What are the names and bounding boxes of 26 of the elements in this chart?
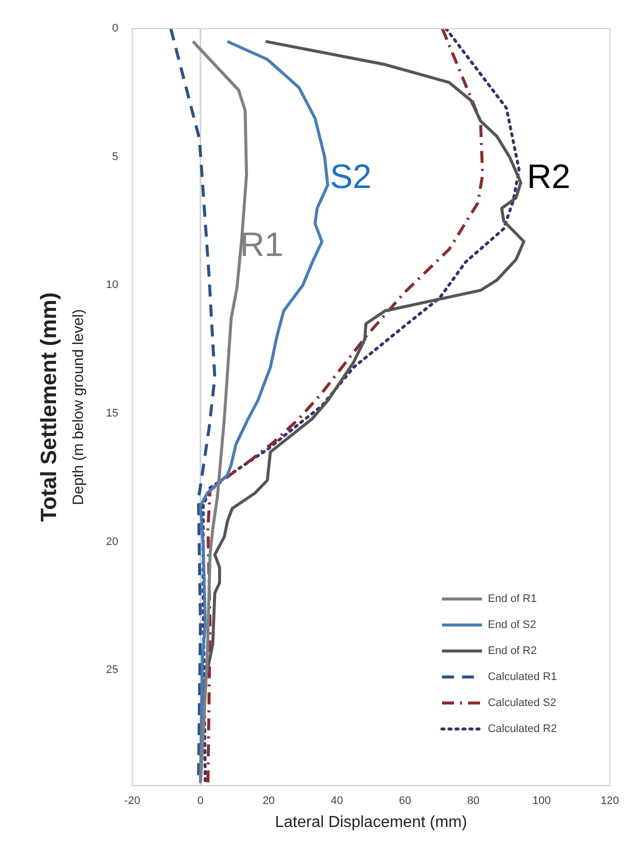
y-tick-label: 20	[106, 536, 118, 548]
legend-label: Calculated S2	[488, 696, 556, 709]
x-tick-label: 100	[532, 795, 551, 808]
x-tick-label: -20	[124, 795, 140, 808]
y-tick-label: 0	[112, 22, 118, 35]
y-axis-title: Depth (m below ground level)	[70, 309, 88, 506]
y-tick-label: 5	[112, 150, 118, 163]
x-tick-label: 40	[330, 795, 344, 808]
legend-label: Calculated R2	[488, 722, 557, 735]
text: Total Settlement (mm)	[36, 292, 62, 522]
y-tick-label: 25	[106, 664, 118, 676]
x-tick-label: 80	[467, 795, 480, 808]
x-tick-label: 20	[262, 795, 275, 808]
legend-label: End of R1	[488, 592, 537, 605]
y-tick-label: 10	[106, 279, 118, 292]
legend-label: Calculated R1	[488, 670, 557, 683]
x-tick-label: 120	[600, 795, 620, 808]
x-tick-label: 60	[399, 795, 412, 808]
annotation: R1	[240, 226, 284, 264]
legend-label: End of R2	[488, 644, 537, 657]
annotation: S2	[330, 158, 372, 196]
legend-label: End of S2	[488, 618, 536, 631]
y-tick-label: 15	[106, 408, 118, 420]
x-tick-label: 0	[197, 795, 204, 808]
x-axis-title: Lateral Displacement (mm)	[275, 814, 468, 831]
annotation: R2	[527, 158, 570, 196]
